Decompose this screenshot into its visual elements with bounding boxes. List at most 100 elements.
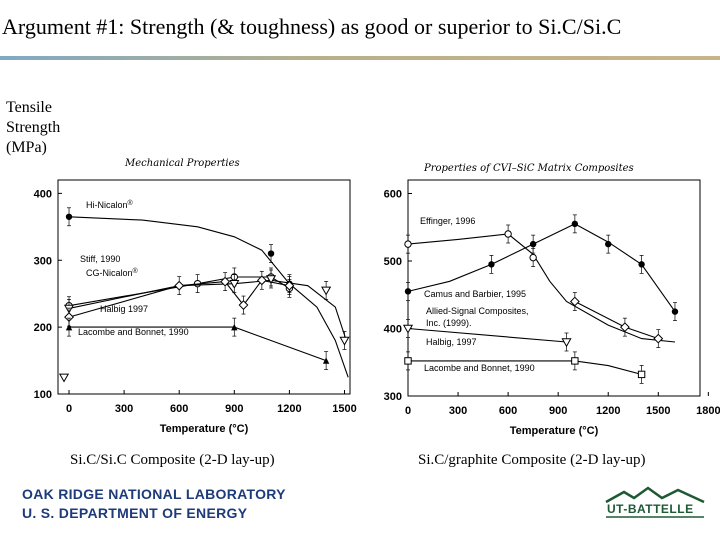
data-point — [229, 279, 240, 289]
data-point — [671, 308, 679, 315]
series-label: Effinger, 1996 — [420, 216, 475, 226]
y-tick-label: 300 — [34, 255, 52, 267]
series-line — [407, 223, 676, 312]
y-label-line-2: Strength — [6, 119, 61, 136]
data-point — [238, 300, 249, 310]
x-tick-label: 0 — [66, 403, 72, 415]
data-point — [571, 220, 579, 228]
x-tick-label: 900 — [549, 405, 567, 417]
chart-1: Mechanical Properties 0 300 600 900 1200 1500 1… — [34, 158, 357, 435]
y-tick-label: 300 — [384, 391, 402, 403]
data-point — [220, 276, 231, 287]
data-point — [404, 357, 412, 365]
data-point — [569, 296, 580, 307]
data-point — [65, 323, 73, 331]
series-2 — [404, 214, 679, 321]
ut-battelle-logo — [605, 486, 705, 518]
chart-title: Mechanical Properties — [124, 158, 240, 169]
data-point — [571, 357, 579, 365]
y-label-line-3: (MPa) — [6, 139, 47, 156]
data-point — [256, 275, 267, 286]
series-1 — [65, 207, 349, 378]
x-tick-label: 600 — [499, 405, 517, 417]
title-divider — [0, 56, 720, 60]
series-label: Halbig 1997 — [100, 304, 148, 314]
x-tick-label: 1500 — [646, 405, 670, 417]
data-point — [529, 253, 537, 262]
slide-title: Argument #1: Strength (& toughness) as g… — [2, 14, 622, 39]
data-point — [402, 324, 414, 334]
data-point — [267, 250, 275, 257]
data-point — [231, 323, 238, 331]
series-label: CG-Nicalon® — [86, 267, 139, 278]
y-tick-label: 400 — [34, 188, 52, 200]
y-tick-label: 200 — [34, 322, 52, 334]
data-point — [322, 357, 330, 364]
series-3 — [63, 269, 350, 350]
x-tick-label: 0 — [405, 405, 411, 417]
series-label: Camus and Barbier, 1995 — [424, 289, 526, 299]
data-point — [620, 322, 630, 333]
data-point — [321, 286, 332, 296]
data-point — [65, 213, 73, 220]
y-label-line-1: Tensile — [6, 99, 52, 116]
y-tick-label: 600 — [384, 189, 402, 201]
caption-right: Si.C/graphite Composite (2-D lay-up) — [418, 452, 646, 468]
chart-2: Properties of CVI–SiC Matrix Composites 0… — [384, 163, 720, 437]
y-tick-label: 400 — [384, 324, 402, 336]
series-label: Lacombe and Bonnet, 1990 — [78, 327, 189, 337]
series-label: Allied-Signal Composites, — [426, 306, 529, 316]
series-line — [407, 233, 676, 343]
x-axis-title: Temperature (°C) — [510, 425, 599, 437]
y-tick-label: 500 — [384, 256, 402, 268]
y-axis-label: Tensile Strength (MPa) — [6, 98, 60, 158]
data-point — [404, 240, 412, 248]
x-tick-label: 1800 — [696, 405, 720, 417]
data-point — [504, 230, 512, 238]
series-4 — [402, 319, 572, 352]
data-point — [529, 240, 537, 248]
series-3 — [569, 292, 664, 348]
series-line — [68, 279, 290, 318]
x-tick-label: 600 — [170, 403, 188, 415]
series-label: Halbig, 1997 — [426, 337, 477, 347]
mountain-icon — [605, 486, 705, 504]
series-line — [407, 327, 567, 343]
data-point — [638, 261, 645, 268]
data-point — [561, 338, 572, 348]
x-axis-title: Temperature (°C) — [160, 423, 249, 435]
logo-text: UT-BATTELLE — [607, 502, 694, 516]
data-point — [404, 288, 412, 295]
x-tick-label: 1500 — [332, 403, 356, 415]
series-5 — [65, 317, 330, 370]
series-label: Lacombe and Bonnet, 1990 — [424, 363, 535, 373]
data-point — [265, 275, 277, 285]
data-point — [174, 280, 185, 291]
data-point — [653, 333, 664, 344]
x-tick-label: 1200 — [596, 405, 620, 417]
org-line-1: OAK RIDGE NATIONAL LABORATORY — [22, 486, 286, 502]
x-tick-label: 900 — [225, 403, 243, 415]
chart-title: Properties of CVI–SiC Matrix Composites — [423, 163, 634, 174]
series-line — [574, 301, 659, 340]
caption-left: Si.C/Si.C Composite (2-D lay-up) — [70, 452, 275, 468]
series-line — [68, 216, 349, 378]
x-tick-label: 300 — [115, 403, 133, 415]
series-label: Stiff, 1990 — [80, 254, 120, 264]
ornl-footer: OAK RIDGE NATIONAL LABORATORY U. S. DEPA… — [22, 485, 286, 523]
org-line-2: U. S. DEPARTMENT OF ENERGY — [22, 505, 248, 521]
data-point — [284, 280, 295, 291]
data-point — [605, 240, 612, 248]
y-tick-label: 100 — [34, 389, 52, 401]
series-5 — [404, 351, 646, 384]
series-4 — [64, 270, 295, 327]
data-point — [339, 336, 350, 346]
outlier-point — [58, 373, 70, 383]
data-point — [488, 261, 495, 268]
data-point — [637, 370, 646, 379]
series-line — [68, 279, 347, 341]
series-label: Hi-Nicalon® — [86, 199, 134, 210]
x-tick-label: 300 — [449, 405, 467, 417]
series-label: Inc. (1999). — [426, 318, 472, 328]
